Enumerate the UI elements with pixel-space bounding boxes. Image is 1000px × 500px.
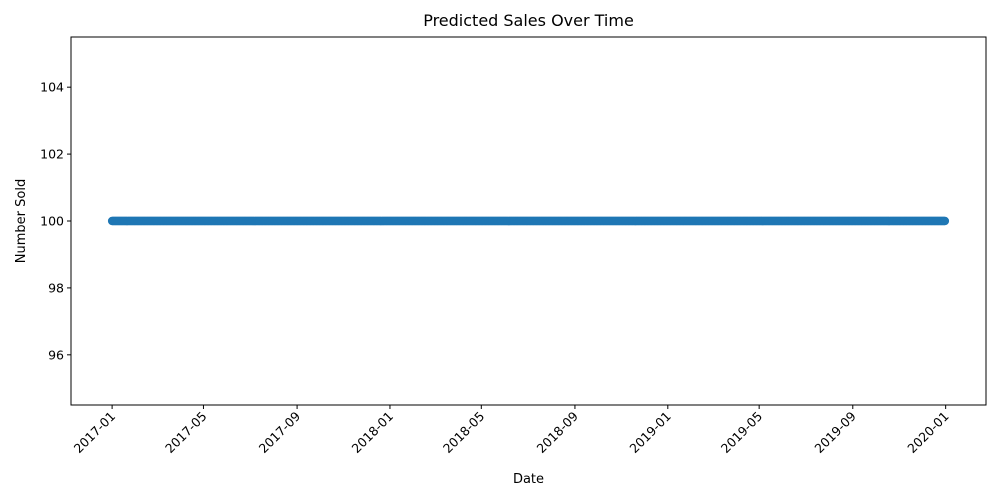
y-axis-label: Number Sold [14,179,29,263]
x-tick-label: 2018-01 [349,409,397,457]
x-tick-label: 2019-09 [811,408,859,456]
x-axis: 2017-01 2017-05 2017-09 2018-01 2018-05 2018-… [71,405,952,456]
x-tick-label: 2019-01 [626,409,674,457]
y-tick-label: 96 [48,347,64,362]
x-tick-label: 2020-01 [904,409,952,457]
y-tick-label: 102 [40,147,64,162]
data-point [940,216,950,226]
x-tick-label: 2017-09 [256,408,304,456]
x-tick-label: 2017-01 [71,409,119,457]
data-points [107,216,950,226]
y-tick-label: 98 [48,280,64,295]
y-tick-label: 100 [40,214,64,229]
x-tick-label: 2019-05 [718,409,766,457]
x-tick-label: 2018-05 [440,409,488,457]
chart-title: Predicted Sales Over Time [423,11,634,30]
x-tick-label: 2018-09 [534,408,582,456]
x-axis-label: Date [513,472,544,487]
y-axis: 96 98 100 102 104 [40,80,71,362]
x-tick-label: 2017-05 [162,409,210,457]
y-tick-label: 104 [40,80,64,95]
